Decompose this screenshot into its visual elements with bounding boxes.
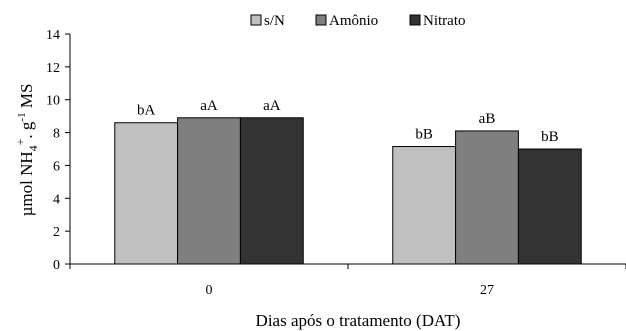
legend: s/N Amônio Nitrato — [250, 13, 466, 29]
y-tick-label: 10 — [46, 94, 60, 109]
legend-label: Nitrato — [423, 13, 466, 29]
bar-am-nio-27 — [455, 130, 519, 265]
legend-swatch — [315, 14, 327, 26]
bar-s-n-27 — [392, 146, 457, 265]
y-tick-label: 0 — [53, 258, 60, 273]
bar-nitrato-27 — [517, 148, 582, 265]
legend-label: s/N — [264, 13, 285, 29]
legend-label: Amônio — [329, 13, 378, 29]
legend-swatch — [409, 14, 421, 26]
y-tick-label: 12 — [46, 61, 60, 76]
legend-swatch — [250, 14, 262, 26]
x-axis-title: Dias após o tratamento (DAT) — [256, 311, 461, 330]
x-tick-label: 0 — [206, 283, 213, 298]
y-tick-label: 4 — [53, 192, 60, 207]
bar-data-label: aA — [200, 98, 218, 114]
x-tick-label: 27 — [480, 283, 494, 298]
y-tick-label: 6 — [53, 159, 60, 174]
y-tick-label: 2 — [53, 225, 60, 240]
y-axis-title: µmol NH4+. g-1 MS — [13, 84, 40, 217]
y-tick-label: 8 — [53, 127, 60, 142]
y-axis: 0 2 4 6 8 10 12 14 — [46, 28, 71, 273]
y-tick-label: 14 — [46, 28, 60, 43]
x-axis: 0 27 — [69, 263, 626, 298]
bar-am-nio-0 — [177, 117, 241, 265]
bar-data-label: bB — [541, 129, 559, 145]
bar-data-label: bA — [137, 103, 156, 119]
bar-data-label: bB — [415, 127, 433, 143]
bars — [114, 117, 582, 265]
bar-s-n-0 — [114, 122, 179, 265]
bar-data-label: aA — [263, 98, 281, 114]
bar-labels: bA bB aA aB aA bB — [137, 98, 559, 145]
bar-nitrato-0 — [239, 117, 304, 265]
bar-data-label: aB — [479, 111, 496, 127]
